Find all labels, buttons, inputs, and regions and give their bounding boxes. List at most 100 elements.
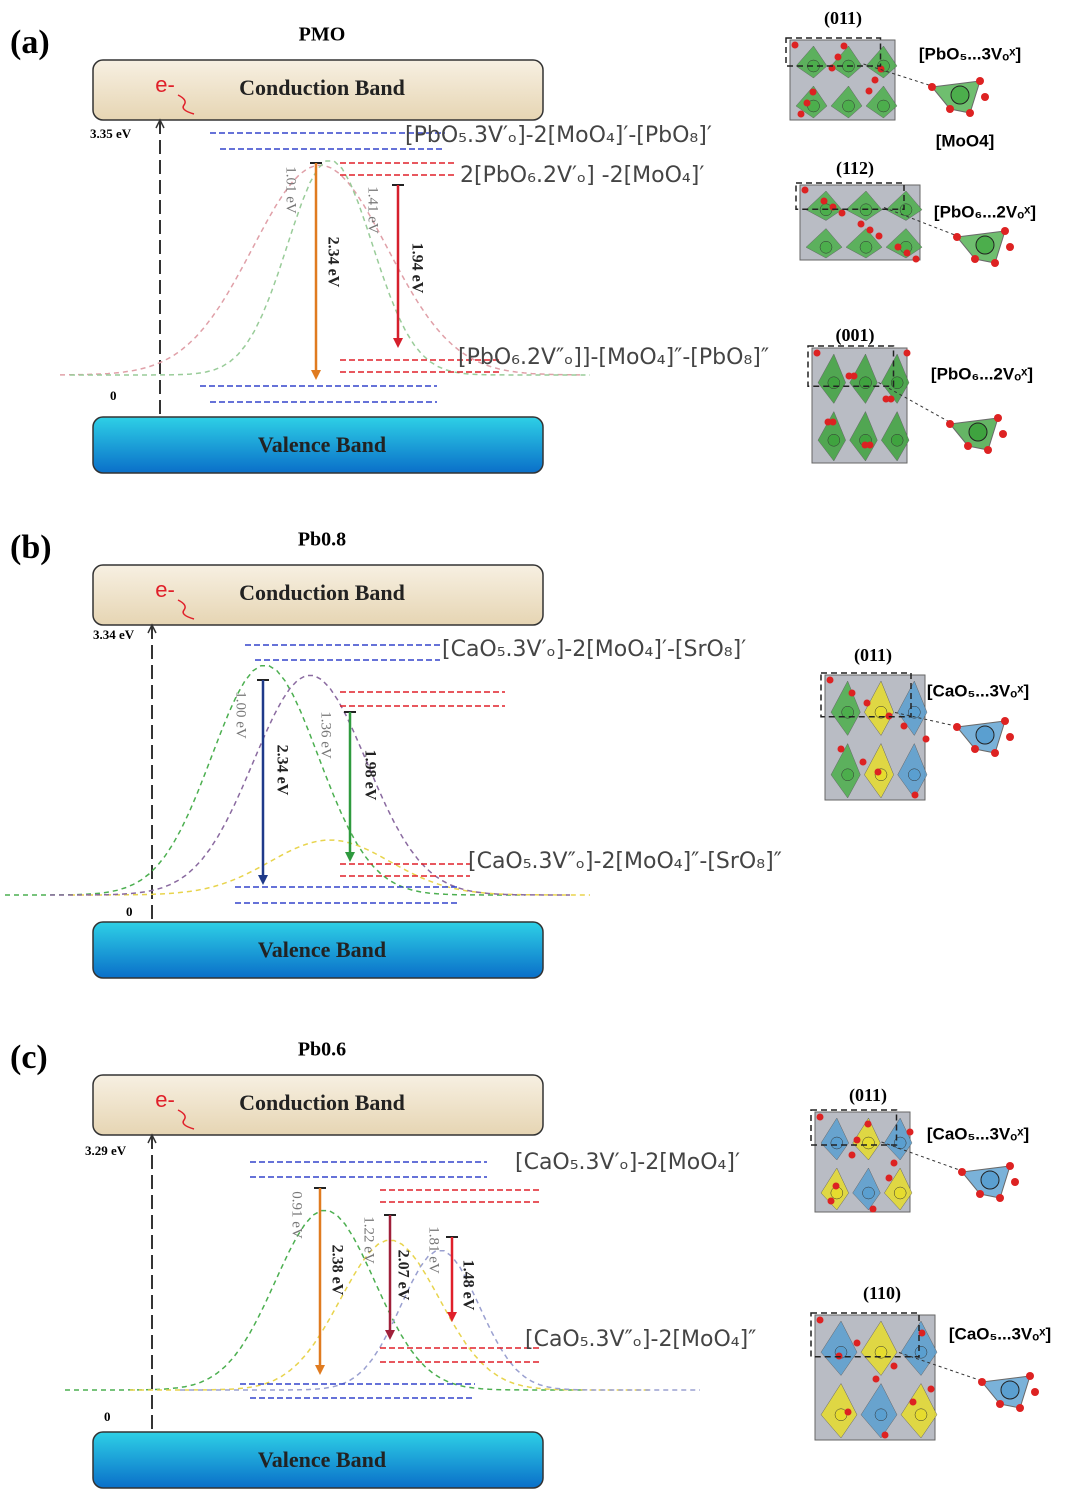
oxygen — [854, 1340, 861, 1347]
oxygen — [849, 1152, 856, 1159]
peak-label: 0.91 eV — [289, 1191, 305, 1239]
oxygen — [862, 442, 869, 449]
arrow-head — [258, 875, 268, 885]
oxygen — [923, 736, 930, 743]
oxygen — [835, 54, 842, 61]
cluster-center — [976, 236, 994, 254]
oxygen — [984, 446, 992, 454]
oxygen — [996, 1194, 1004, 1202]
cluster-label: [CaO₅...3Vₒˣ] — [949, 1324, 1051, 1343]
oxygen — [882, 1432, 889, 1439]
vb-energy: 0 — [104, 1409, 111, 1424]
atom — [878, 100, 890, 112]
facet-label: (112) — [836, 158, 874, 179]
oxygen — [1026, 1372, 1034, 1380]
facet-label: (011) — [854, 645, 892, 666]
oxygen — [876, 233, 883, 240]
oxygen — [946, 105, 954, 113]
oxygen — [870, 1206, 877, 1213]
facet-label: (110) — [863, 1283, 901, 1304]
page: Band diagrams {"panels": [ {"label": "(a… — [0, 0, 1070, 1490]
oxygen — [994, 414, 1002, 422]
arrow-head — [393, 338, 403, 348]
oxygen — [958, 1168, 966, 1176]
peak-label: 1.01 eV — [283, 166, 299, 214]
oxygen — [838, 746, 845, 753]
oxygen — [901, 723, 908, 730]
oxygen — [886, 1175, 893, 1182]
oxygen — [991, 259, 999, 267]
oxygen — [1006, 1162, 1014, 1170]
transition-label: 2.07 eV — [394, 1250, 411, 1301]
valence-label: Valence Band — [258, 1447, 386, 1472]
cb-energy: 3.34 eV — [93, 627, 135, 642]
level-label: [CaO₅.3V′ₒ]-2[MoO₄]′-[SrO₈]′ — [442, 637, 746, 662]
conduction-label: Conduction Band — [239, 75, 405, 100]
oxygen — [827, 677, 834, 684]
cluster-label: [PbO₆...2Vₒˣ] — [934, 202, 1036, 221]
oxygen — [910, 1399, 917, 1406]
conduction-label: Conduction Band — [239, 1090, 405, 1115]
peak-label: 1.00 eV — [233, 691, 249, 739]
oxygen — [966, 109, 974, 117]
cluster-label: [CaO₅...3Vₒˣ] — [927, 681, 1029, 700]
cb-energy: 3.35 eV — [90, 126, 132, 141]
transition-label: 2.34 eV — [273, 745, 290, 796]
level-label: [CaO₅.3V″ₒ]-2[MoO₄]″-[SrO₈]″ — [468, 849, 782, 874]
oxygen — [839, 210, 846, 217]
oxygen — [891, 1160, 898, 1167]
body: (a)PMOe-Conduction Band3.35 eV0Valence B… — [0, 0, 1070, 1490]
oxygen — [895, 244, 902, 251]
oxygen — [1031, 1388, 1039, 1396]
oxygen — [912, 792, 919, 799]
oxygen — [821, 198, 828, 205]
atom — [863, 1187, 875, 1199]
arrow-head — [447, 1312, 457, 1322]
electron: e- — [155, 72, 175, 97]
oxygen — [817, 1114, 824, 1121]
defect-curve — [5, 666, 525, 895]
oxygen — [913, 256, 920, 263]
oxygen — [1006, 733, 1014, 741]
level-label: [PbO₅.3V′ₒ]-2[MoO₄]′-[PbO₈]′ — [405, 123, 712, 148]
oxygen — [928, 1386, 935, 1393]
cb-energy: 3.29 eV — [85, 1143, 127, 1158]
oxygen — [875, 769, 882, 776]
atom — [875, 1409, 887, 1421]
level-label: [CaO₅.3V′ₒ]-2[MoO₄]′ — [515, 1150, 740, 1175]
atom — [842, 769, 854, 781]
oxygen — [804, 100, 811, 107]
oxygen — [976, 77, 984, 85]
cluster-center — [981, 1171, 999, 1189]
oxygen — [999, 430, 1007, 438]
arrow-head — [385, 1330, 395, 1340]
oxygen — [854, 1137, 861, 1144]
oxygen — [971, 255, 979, 263]
valence-label: Valence Band — [258, 937, 386, 962]
oxygen — [1016, 1404, 1024, 1412]
oxygen — [810, 89, 817, 96]
oxygen — [865, 1121, 872, 1128]
oxygen — [828, 1198, 835, 1205]
atom — [908, 769, 920, 781]
oxygen — [904, 250, 911, 257]
oxygen — [964, 442, 972, 450]
oxygen — [825, 419, 832, 426]
level-label: [PbO₆.2V″ₒ]]-[MoO₄]″-[PbO₈]″ — [458, 345, 769, 370]
oxygen — [953, 723, 961, 731]
oxygen — [845, 1409, 852, 1416]
transition-label: 2.34 eV — [324, 237, 341, 288]
atom — [915, 1409, 927, 1421]
transition-label: 1.94 eV — [408, 243, 425, 294]
figure: (a)PMOe-Conduction Band3.35 eV0Valence B… — [0, 0, 1070, 1490]
atom — [831, 1137, 843, 1149]
oxygen — [953, 233, 961, 241]
panel: (a)PMOe-Conduction Band3.35 eV0Valence B… — [10, 24, 769, 473]
cluster-label: [PbO₆...2Vₒˣ] — [931, 364, 1033, 383]
panel-title: PMO — [299, 24, 346, 46]
atom — [863, 1137, 875, 1149]
cluster-center — [969, 423, 987, 441]
defect-curve — [60, 165, 580, 375]
